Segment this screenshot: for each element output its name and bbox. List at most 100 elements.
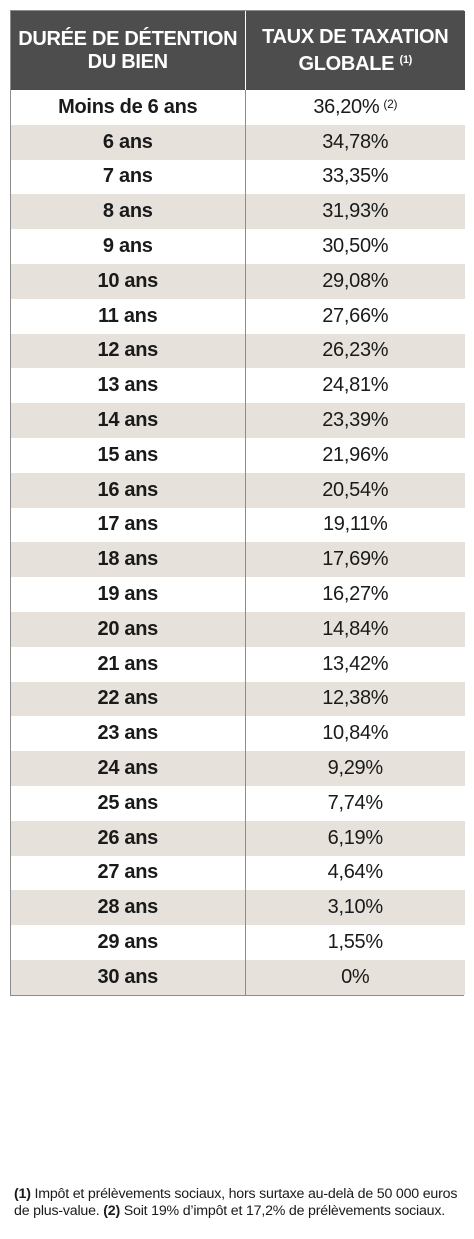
header-duration-label: DURÉE DE DÉTENTION DU BIEN (18, 27, 238, 73)
cell-duration: 16 ans (11, 472, 246, 508)
cell-duration: 21 ans (11, 646, 246, 682)
cell-duration: 6 ans (11, 124, 246, 160)
cell-rate-value: 20,54% (322, 478, 389, 501)
header-rate-label: TAUX DE TAXATION GLOBALE (262, 25, 449, 75)
footnote-1-text: Impôt et prélèvements sociaux, hors surt… (14, 1186, 458, 1219)
table-header: DURÉE DE DÉTENTION DU BIEN TAUX DE TAXAT… (11, 11, 465, 90)
cell-duration: 11 ans (11, 298, 246, 334)
footnotes: (1) Impôt et prélèvements sociaux, hors … (14, 1186, 464, 1220)
cell-rate: 30,50% (245, 229, 465, 264)
cell-rate: 23,39% (245, 403, 465, 438)
cell-duration: 7 ans (11, 159, 246, 195)
cell-rate: 10,84% (245, 716, 465, 752)
cell-rate-value: 26,23% (322, 339, 389, 362)
cell-duration: 22 ans (11, 681, 246, 717)
cell-duration: 27 ans (11, 855, 246, 891)
cell-rate: 33,35% (245, 159, 465, 195)
table-row: 26 ans 6,19% (11, 820, 465, 856)
table-row: 23 ans 10,84% (11, 716, 465, 752)
table-row: 15 ans 21,96% (11, 437, 465, 473)
table-row: 28 ans 3,10% (11, 890, 465, 926)
table-row: 25 ans 7,74% (11, 785, 465, 821)
cell-rate: 14,84% (245, 611, 465, 647)
table-row: 8 ans 31,93% (11, 194, 465, 230)
cell-rate: 13,42% (245, 646, 465, 682)
cell-rate-value: 6,19% (327, 826, 384, 849)
cell-rate-value: 0% (341, 965, 370, 988)
table-row: 6 ans 34,78% (11, 124, 465, 160)
cell-rate-value: 10,84% (322, 722, 389, 745)
table-row: 10 ans 29,08% (11, 263, 465, 299)
cell-rate: 21,96% (245, 437, 465, 473)
cell-rate: 19,11% (245, 507, 465, 543)
cell-duration: 26 ans (11, 820, 246, 856)
table-row: 29 ans 1,55% (11, 925, 465, 960)
cell-rate-value: 7,74% (327, 791, 384, 814)
header-duration: DURÉE DE DÉTENTION DU BIEN (11, 11, 246, 90)
cell-rate: 3,10% (245, 890, 465, 926)
cell-rate-value: 12,38% (322, 687, 389, 710)
table-row: 19 ans 16,27% (11, 577, 465, 612)
cell-rate: 6,19% (245, 820, 465, 856)
table-row: 14 ans 23,39% (11, 403, 465, 438)
cell-rate: 7,74% (245, 785, 465, 821)
cell-duration: 25 ans (11, 785, 246, 821)
cell-rate: 24,81% (245, 368, 465, 404)
cell-rate-value: 17,69% (322, 548, 389, 571)
cell-rate: 26,23% (245, 333, 465, 369)
cell-rate-value: 31,93% (322, 200, 389, 223)
cell-rate: 31,93% (245, 194, 465, 230)
table-row: 30 ans 0% (11, 959, 465, 995)
cell-rate: 20,54% (245, 472, 465, 508)
cell-duration: 20 ans (11, 611, 246, 647)
cell-duration: 29 ans (11, 925, 246, 960)
table-row: 24 ans 9,29% (11, 751, 465, 786)
table-row: 9 ans 30,50% (11, 229, 465, 264)
table-row: 7 ans 33,35% (11, 159, 465, 195)
cell-rate-value: 13,42% (322, 652, 389, 675)
cell-duration: 15 ans (11, 437, 246, 473)
cell-rate-note-ref: (2) (383, 96, 398, 111)
header-row: DURÉE DE DÉTENTION DU BIEN TAUX DE TAXAT… (11, 11, 465, 90)
header-rate: TAUX DE TAXATION GLOBALE (1) (245, 11, 465, 90)
cell-rate: 17,69% (245, 542, 465, 578)
table-row: 21 ans 13,42% (11, 646, 465, 682)
cell-duration: 14 ans (11, 403, 246, 438)
tax-rate-table-container: DURÉE DE DÉTENTION DU BIEN TAUX DE TAXAT… (10, 10, 465, 996)
table-row: 16 ans 20,54% (11, 472, 465, 508)
cell-duration: 17 ans (11, 507, 246, 543)
cell-rate-value: 19,11% (322, 513, 388, 536)
cell-duration: 8 ans (11, 194, 246, 230)
table-row: 17 ans 19,11% (11, 507, 465, 543)
cell-rate: 16,27% (245, 577, 465, 612)
cell-rate: 29,08% (245, 263, 465, 299)
table-row: 20 ans 14,84% (11, 611, 465, 647)
cell-rate-value: 23,39% (322, 409, 389, 432)
cell-rate-value: 27,66% (322, 304, 389, 327)
cell-duration: 30 ans (11, 959, 246, 995)
cell-rate-value: 3,10% (327, 896, 384, 919)
cell-rate: 1,55% (245, 925, 465, 960)
cell-rate: 27,66% (245, 298, 465, 334)
cell-rate: 4,64% (245, 855, 465, 891)
cell-duration: 9 ans (11, 229, 246, 264)
cell-rate-value: 1,55% (327, 931, 384, 954)
table-row: 13 ans 24,81% (11, 368, 465, 404)
cell-rate-value: 14,84% (322, 617, 389, 640)
cell-duration: 18 ans (11, 542, 246, 578)
table-row: 12 ans 26,23% (11, 333, 465, 369)
table-row: 27 ans 4,64% (11, 855, 465, 891)
cell-duration: 12 ans (11, 333, 246, 369)
table-row: 22 ans 12,38% (11, 681, 465, 717)
cell-duration: 23 ans (11, 716, 246, 752)
table-body: Moins de 6 ans 36,20% (2) 6 ans 34,78% 7 ans 3… (11, 90, 465, 995)
cell-duration: Moins de 6 ans (11, 90, 246, 125)
cell-rate: 9,29% (245, 751, 465, 786)
footnote-2-marker: (2) (103, 1203, 121, 1219)
table-row: Moins de 6 ans 36,20% (2) (11, 90, 465, 125)
cell-rate-value: 33,35% (322, 165, 389, 188)
header-rate-note-ref: (1) (399, 53, 412, 66)
cell-rate-value: 34,78% (322, 130, 389, 153)
cell-rate: 0% (245, 959, 465, 995)
table-row: 18 ans 17,69% (11, 542, 465, 578)
